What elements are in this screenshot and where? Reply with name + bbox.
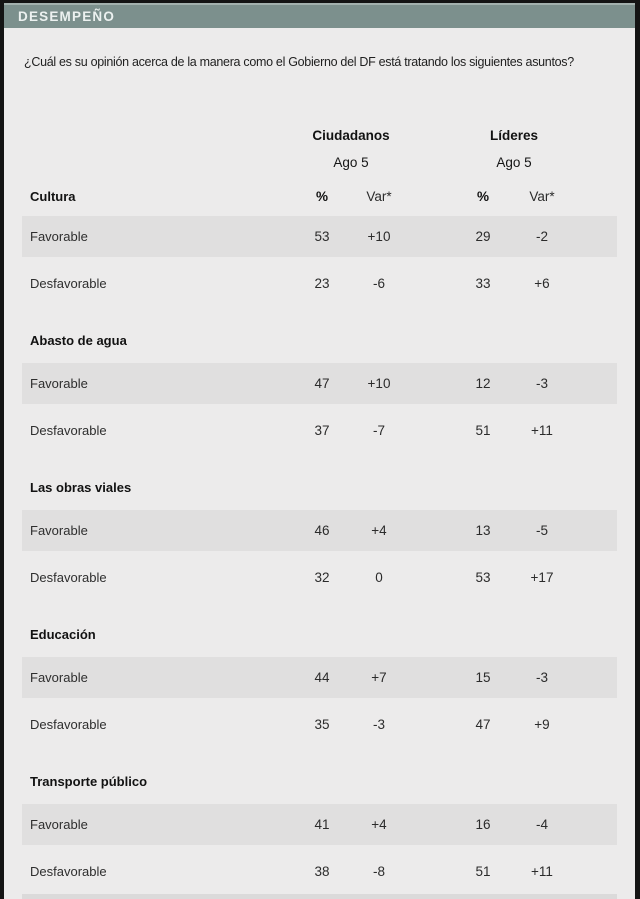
table-row: Desfavorable 37 -7 51 +11 [22, 408, 617, 453]
pct-lideres: 51 [475, 423, 491, 438]
table-sections: Favorable 53 +10 29 -2 Desfavorable 23 -… [22, 216, 617, 894]
pct-header-lideres: % [476, 188, 489, 204]
var-lideres: +11 [531, 864, 553, 879]
pct-ciudadanos: 53 [314, 229, 330, 244]
pct-ciudadanos: 41 [314, 817, 330, 832]
pct-lideres: 47 [475, 717, 491, 732]
row-label: Desfavorable [30, 717, 107, 732]
section-title-row: Abasto de agua [22, 318, 617, 363]
table-section: Transporte público Favorable 41 +4 16 -4… [22, 759, 617, 894]
pct-lideres: 12 [475, 376, 491, 391]
pct-lideres: 13 [475, 523, 491, 538]
table-section: Favorable 53 +10 29 -2 Desfavorable 23 -… [22, 216, 617, 306]
section-title: Educación [30, 627, 96, 642]
row-label: Desfavorable [30, 276, 107, 291]
var-ciudadanos: +4 [371, 523, 387, 538]
pct-ciudadanos: 32 [314, 570, 330, 585]
table-row: Desfavorable 35 -3 47 +9 [22, 702, 617, 747]
bottom-strip [22, 894, 617, 899]
date-ciudadanos: Ago 5 [333, 155, 369, 170]
pct-ciudadanos: 47 [314, 376, 330, 391]
table-row: Favorable 53 +10 29 -2 [22, 216, 617, 261]
date-lideres: Ago 5 [496, 155, 532, 170]
section-title: Transporte público [30, 774, 148, 789]
var-lideres: -4 [535, 817, 548, 832]
group-header-ciudadanos: Ciudadanos [312, 128, 390, 143]
pct-ciudadanos: 44 [314, 670, 330, 685]
var-ciudadanos: -8 [372, 864, 385, 879]
pct-lideres: 16 [475, 817, 491, 832]
var-lideres: +11 [531, 423, 553, 438]
section-title-cultura: Cultura [30, 188, 76, 204]
var-ciudadanos: -3 [372, 717, 385, 732]
section-title-row: Educación [22, 612, 617, 657]
table-row: Desfavorable 23 -6 33 +6 [22, 261, 617, 306]
section-title: Abasto de agua [30, 333, 127, 348]
var-lideres: +17 [530, 570, 554, 585]
section-title-row: Transporte público [22, 759, 617, 804]
pct-lideres: 33 [475, 276, 491, 291]
row-label: Favorable [30, 376, 88, 391]
row-label: Desfavorable [30, 423, 107, 438]
pct-header-ciudadanos: % [315, 188, 328, 204]
pct-ciudadanos: 37 [314, 423, 330, 438]
var-ciudadanos: +10 [367, 229, 391, 244]
var-lideres: -3 [535, 670, 548, 685]
pct-lideres: 51 [475, 864, 491, 879]
pct-ciudadanos: 23 [314, 276, 330, 291]
poll-graphic-page: DESEMPEÑO ¿Cuál es su opinión acerca de … [4, 3, 635, 899]
pct-lideres: 53 [475, 570, 491, 585]
pct-ciudadanos: 35 [314, 717, 330, 732]
group-header-lideres: Líderes [489, 128, 539, 143]
banner-title: DESEMPEÑO [18, 9, 116, 24]
pct-ciudadanos: 46 [314, 523, 330, 538]
pct-lideres: 15 [475, 670, 491, 685]
results-table: Ciudadanos Líderes Ago 5 Ago 5 Cultura %… [22, 122, 617, 899]
row-label: Desfavorable [30, 864, 107, 879]
table-row: Favorable 44 +7 15 -3 [22, 657, 617, 702]
var-lideres: +6 [534, 276, 550, 291]
row-label: Favorable [30, 229, 88, 244]
row-label: Favorable [30, 817, 88, 832]
table-row: Favorable 41 +4 16 -4 [22, 804, 617, 849]
var-ciudadanos: -6 [372, 276, 385, 291]
var-ciudadanos: +10 [367, 376, 391, 391]
var-ciudadanos: +4 [371, 817, 387, 832]
var-lideres: -3 [535, 376, 548, 391]
poll-question: ¿Cuál es su opinión acerca de la manera … [24, 55, 574, 69]
section-title-row: Las obras viales [22, 465, 617, 510]
table-row: Desfavorable 38 -8 51 +11 [22, 849, 617, 894]
var-lideres: -2 [535, 229, 548, 244]
var-lideres: -5 [535, 523, 548, 538]
table-section: Abasto de agua Favorable 47 +10 12 -3 De… [22, 318, 617, 453]
pct-ciudadanos: 38 [314, 864, 330, 879]
table-section: Educación Favorable 44 +7 15 -3 Desfavor… [22, 612, 617, 747]
var-ciudadanos: +7 [371, 670, 387, 685]
table-section: Las obras viales Favorable 46 +4 13 -5 D… [22, 465, 617, 600]
row-label: Desfavorable [30, 570, 107, 585]
table-row: Desfavorable 32 0 53 +17 [22, 555, 617, 600]
var-header-ciudadanos: Var* [366, 188, 392, 204]
pct-lideres: 29 [475, 229, 491, 244]
section-title: Las obras viales [30, 480, 132, 495]
var-header-lideres: Var* [529, 188, 555, 204]
row-label: Favorable [30, 670, 88, 685]
row-label: Favorable [30, 523, 88, 538]
section-banner: DESEMPEÑO [4, 3, 635, 28]
var-ciudadanos: 0 [375, 570, 383, 585]
table-row: Favorable 46 +4 13 -5 [22, 510, 617, 555]
group-header-row: Ciudadanos Líderes [22, 122, 617, 149]
column-header-row: Cultura % Var* % Var* [22, 176, 617, 216]
var-lideres: +9 [534, 717, 550, 732]
table-row: Favorable 47 +10 12 -3 [22, 363, 617, 408]
var-ciudadanos: -7 [372, 423, 385, 438]
date-row: Ago 5 Ago 5 [22, 149, 617, 176]
